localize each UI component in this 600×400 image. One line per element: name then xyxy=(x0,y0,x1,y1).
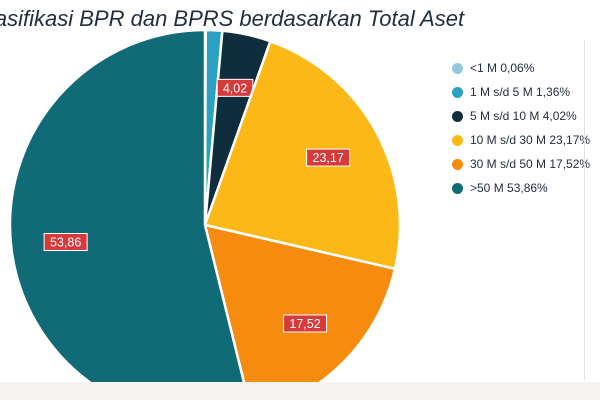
data-label-10-m-s-d-30-m-23-17: 23,17 xyxy=(306,148,351,167)
pie-slice-10-m-s-d-30-m-23-17 xyxy=(203,39,402,271)
legend-item-1-m-s-d-5-m-1-36: 1 M s/d 5 M 1,36% xyxy=(452,80,590,104)
legend-label: 30 M s/d 50 M 17,52% xyxy=(470,157,591,171)
pie-slice-50-m-53-86 xyxy=(8,28,250,400)
legend-label: 1 M s/d 5 M 1,36% xyxy=(470,85,571,99)
legend-swatch-icon xyxy=(452,158,463,170)
legend-swatch-icon xyxy=(452,134,463,146)
chart-title: lasifikasi BPR dan BPRS berdasarkan Tota… xyxy=(0,6,465,31)
legend-label: 5 M s/d 10 M 4,02% xyxy=(470,109,577,123)
data-label-5-m-s-d-10-m-4-02: 4,02 xyxy=(216,78,254,97)
svg-text:23,17: 23,17 xyxy=(313,151,344,165)
legend-label: <1 M 0,06% xyxy=(470,61,535,75)
panel-border xyxy=(584,40,585,380)
data-label-50-m-53-86: 53,86 xyxy=(43,233,88,252)
legend-item-10-m-s-d-30-m-23-17: 10 M s/d 30 M 23,17% xyxy=(452,128,590,152)
svg-text:53,86: 53,86 xyxy=(50,236,81,250)
pie-slice-30-m-s-d-50-m-17-52 xyxy=(203,223,397,400)
legend-swatch-icon xyxy=(452,110,463,122)
legend-swatch-icon xyxy=(452,62,463,74)
legend: <1 M 0,06% 1 M s/d 5 M 1,36% 5 M s/d 10 M … xyxy=(452,56,590,200)
panel-footer-strip xyxy=(0,382,600,400)
legend-swatch-icon xyxy=(452,86,463,98)
legend-label: 10 M s/d 30 M 23,17% xyxy=(470,133,591,147)
svg-text:4,02: 4,02 xyxy=(223,81,247,95)
legend-item-1-m-0-06: <1 M 0,06% xyxy=(452,56,590,80)
legend-item-50-m-53-86: >50 M 53,86% xyxy=(452,176,590,200)
data-label-30-m-s-d-50-m-17-52: 17,52 xyxy=(283,314,328,333)
legend-swatch-icon xyxy=(452,182,463,194)
svg-text:17,52: 17,52 xyxy=(289,317,320,331)
legend-label: >50 M 53,86% xyxy=(470,181,548,195)
legend-item-30-m-s-d-50-m-17-52: 30 M s/d 50 M 17,52% xyxy=(452,152,590,176)
legend-item-5-m-s-d-10-m-4-02: 5 M s/d 10 M 4,02% xyxy=(452,104,590,128)
